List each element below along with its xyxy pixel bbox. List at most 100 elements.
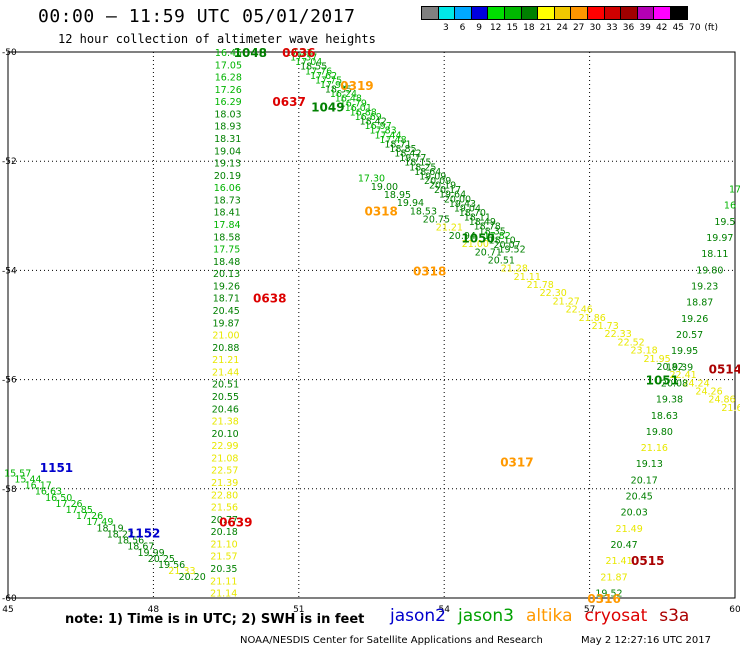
swh-value-label: 16 bbox=[724, 201, 736, 212]
swh-value-label: 19.26 bbox=[681, 314, 708, 325]
swh-value-label: 18.58 bbox=[213, 232, 240, 243]
swh-value-label: 18.53 bbox=[410, 206, 437, 217]
swh-value-label: 18.49 bbox=[469, 217, 496, 228]
swh-value-label: 19.00 bbox=[371, 182, 398, 193]
swh-value-label: 16.28 bbox=[215, 73, 242, 84]
x-tick-label: 48 bbox=[148, 605, 160, 615]
swh-value-label: 16.50 bbox=[45, 493, 72, 504]
swh-value-label: 22.99 bbox=[211, 441, 238, 452]
swh-value-label: 19.77 bbox=[399, 153, 426, 164]
swh-value-label: 20.47 bbox=[611, 540, 638, 551]
swh-value-label: 18.31 bbox=[214, 134, 241, 145]
swh-value-label: 19.56 bbox=[158, 560, 185, 571]
swh-value-label: 19.52 bbox=[595, 589, 622, 600]
swh-value-label: 19.39 bbox=[666, 362, 693, 373]
swh-value-label: 18.87 bbox=[686, 298, 713, 309]
swh-value-label: 18.85 bbox=[389, 144, 416, 155]
pass-time-label: 1049 bbox=[311, 101, 344, 115]
swh-value-label: 18.73 bbox=[214, 195, 241, 206]
swh-value-label: 18.42 bbox=[360, 117, 387, 128]
legend-entry-s3a: s3a bbox=[659, 606, 690, 626]
swh-value-label: 19.43 bbox=[449, 199, 476, 210]
swh-value-label: 24.26 bbox=[695, 387, 722, 398]
swh-value-label: 17.30 bbox=[358, 174, 385, 185]
y-tick-label: -58 bbox=[2, 485, 17, 495]
pass-time-label: 0318 bbox=[413, 264, 446, 278]
x-tick-label: 45 bbox=[2, 605, 13, 615]
pass-time-label: 0637 bbox=[272, 95, 305, 109]
swh-value-label: 22.57 bbox=[211, 466, 238, 477]
swh-value-label: 21.10 bbox=[211, 539, 238, 550]
swh-value-label: 16.63 bbox=[35, 487, 62, 498]
swh-value-label: 22.80 bbox=[211, 490, 238, 501]
colorbar-swatch bbox=[669, 6, 688, 20]
satellite-legend: jason2 jason3 altika cryosat s3a bbox=[390, 606, 689, 626]
swh-value-label: 20.55 bbox=[212, 392, 239, 403]
swh-value-label: 16.79 bbox=[340, 98, 367, 109]
swh-value-label: 16.97 bbox=[365, 121, 392, 132]
pass-time-label: 0514 bbox=[709, 363, 740, 377]
swh-value-label: 16.24 bbox=[330, 89, 357, 100]
swh-value-label: 20.19 bbox=[429, 181, 456, 192]
swh-value-label: 19.23 bbox=[691, 281, 718, 292]
swh-value-label: 17.05 bbox=[215, 60, 242, 71]
swh-value-label: 18.64 bbox=[414, 167, 441, 178]
colorbar-tick-label: 45 bbox=[672, 23, 685, 33]
pass-time-label: 0319 bbox=[340, 79, 373, 93]
swh-value-label: 16.01 bbox=[345, 103, 372, 114]
x-tick-label: 51 bbox=[293, 605, 304, 615]
pass-time-label: 0316 bbox=[587, 592, 620, 606]
swh-value-label: 20.75 bbox=[423, 215, 450, 226]
swh-value-label: 19.64 bbox=[439, 190, 466, 201]
swh-value-label: 17.75 bbox=[315, 75, 342, 86]
pass-time-label: 1151 bbox=[40, 461, 73, 475]
legend-entry-jason2: jason2 bbox=[390, 606, 446, 626]
colorbar-tick-label: 9 bbox=[476, 23, 482, 33]
swh-value-label: 17 bbox=[729, 185, 740, 196]
swh-value-label: 20.07 bbox=[493, 240, 520, 251]
swh-value-label: 24.86 bbox=[708, 395, 735, 406]
swh-value-label: 20.19 bbox=[214, 171, 241, 182]
swh-value-label: 18.03 bbox=[214, 109, 241, 120]
colorbar bbox=[421, 6, 688, 20]
swh-value-label: 20.88 bbox=[212, 343, 239, 354]
swh-value-label: 21.56 bbox=[211, 503, 238, 514]
swh-value-label: 19.80 bbox=[696, 265, 723, 276]
swh-value-label: 21.16 bbox=[641, 443, 668, 454]
swh-value-label: 16.48 bbox=[335, 94, 362, 105]
swh-value-label: 19.09 bbox=[419, 171, 446, 182]
swh-value-label: 19.97 bbox=[706, 233, 733, 244]
swh-value-label: 21.49 bbox=[616, 524, 643, 535]
colorbar-ticks: 3 6 9 12 15 18 21 24 27 30 33 36 39 42 45 70 (ft) bbox=[421, 23, 740, 35]
pass-time-label: 1050 bbox=[461, 232, 494, 246]
swh-value-label: 20.20 bbox=[179, 572, 206, 583]
pass-time-label: 1051 bbox=[646, 374, 679, 388]
swh-value-label: 18.63 bbox=[651, 411, 678, 422]
swh-value-label: 19.13 bbox=[636, 459, 663, 470]
swh-value-label: 17.26 bbox=[76, 511, 103, 522]
plot-frame bbox=[7, 51, 736, 599]
swh-value-label: 19.94 bbox=[397, 198, 424, 209]
chart-subtitle: 12 hour collection of altimeter wave hei… bbox=[58, 32, 376, 46]
swh-value-label: 18.78 bbox=[474, 222, 501, 233]
swh-value-label: 19.5 bbox=[714, 217, 735, 228]
swh-value-label: 18.22 bbox=[107, 529, 134, 540]
swh-value-label: 20.08 bbox=[661, 378, 688, 389]
swh-value-label: 21.14 bbox=[210, 589, 237, 600]
swh-value-label: 17.44 bbox=[374, 130, 401, 141]
swh-value-label: 22.46 bbox=[566, 305, 593, 316]
legend-entry-altika: altika bbox=[526, 606, 573, 626]
swh-value-label: 20.51 bbox=[212, 380, 239, 391]
pass-time-label: 0639 bbox=[219, 516, 252, 530]
swh-value-label: 20.71 bbox=[475, 247, 502, 258]
swh-value-label: 21.57 bbox=[210, 552, 237, 563]
swh-value-label: 18.55 bbox=[300, 62, 327, 73]
swh-value-label: 18.56 bbox=[117, 536, 144, 547]
swh-value-label: 21.00 bbox=[462, 239, 489, 250]
swh-value-label: 20.77 bbox=[211, 515, 238, 526]
colorbar-tick-label: 15 bbox=[506, 23, 519, 33]
swh-value-label: 20.51 bbox=[488, 255, 515, 266]
swh-value-label: 20.35 bbox=[210, 564, 237, 575]
y-tick-label: -56 bbox=[2, 376, 17, 386]
swh-value-label: 21.44 bbox=[212, 367, 239, 378]
